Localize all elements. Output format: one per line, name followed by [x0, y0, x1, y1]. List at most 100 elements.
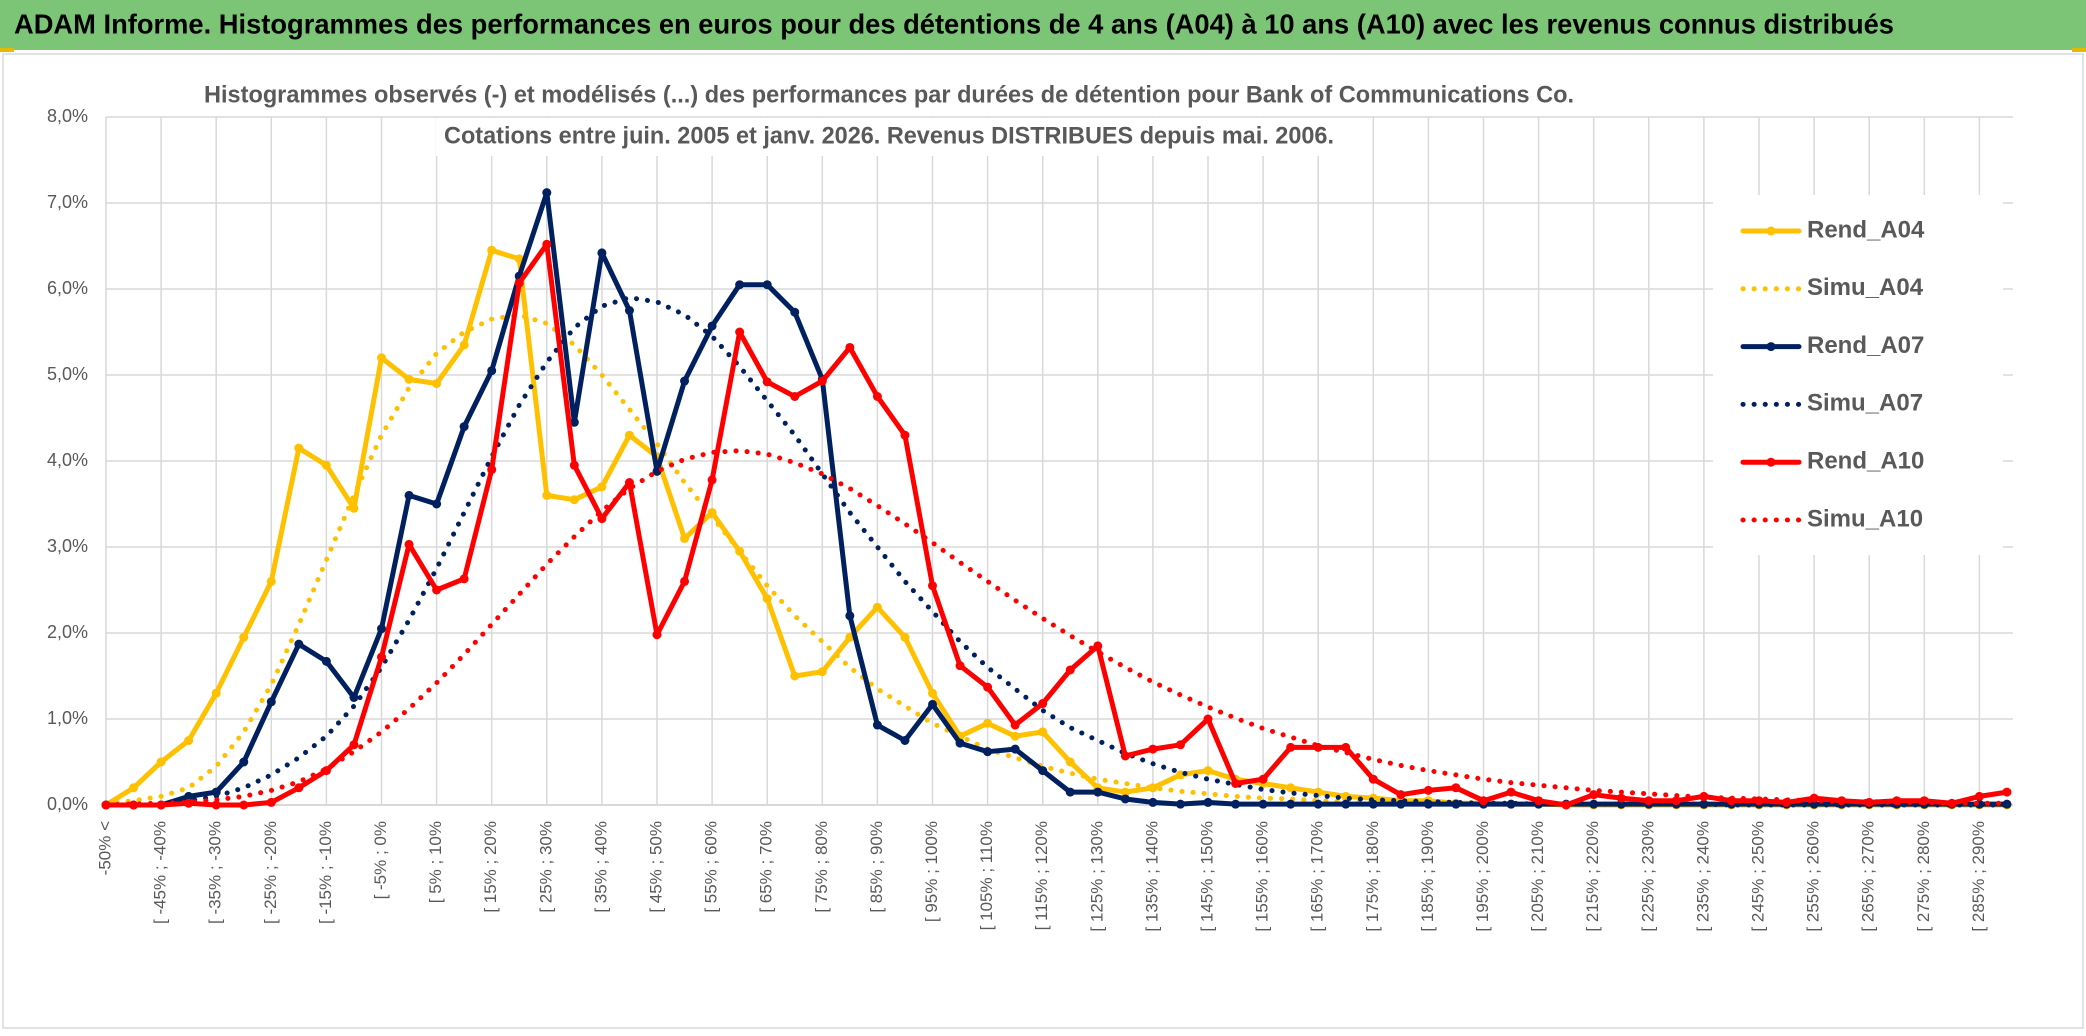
x-tick-label: [ 235% ; 240%: [1693, 821, 1712, 932]
point: [1396, 790, 1406, 800]
point: [1010, 720, 1020, 730]
x-tick-label: [ 165% ; 170%: [1308, 821, 1327, 932]
point: [1616, 793, 1626, 803]
point: [597, 482, 607, 492]
point: [735, 327, 745, 337]
point: [239, 757, 249, 767]
corner-accent: [0, 48, 14, 52]
observed-line: [103, 241, 2010, 808]
point: [432, 585, 442, 595]
point: [266, 797, 276, 807]
x-tick-label: [ 245% ; 250%: [1748, 821, 1767, 932]
x-tick-label: [ -35% ; -30%: [206, 821, 225, 924]
point: [321, 460, 331, 470]
point: [1038, 766, 1048, 776]
point: [872, 720, 882, 730]
x-tick-label: [ 185% ; 190%: [1418, 821, 1437, 932]
point: [707, 475, 717, 485]
point: [1120, 751, 1130, 761]
x-tick-label: [ 155% ; 160%: [1253, 821, 1272, 932]
point: [129, 800, 139, 810]
point: [377, 652, 386, 662]
point: [211, 787, 221, 797]
x-tick-label: [ 105% ; 110%: [977, 821, 996, 930]
point: [487, 366, 497, 376]
point: [955, 661, 965, 671]
point: [1203, 714, 1213, 724]
point: [349, 503, 359, 513]
x-tick-label: [ -45% ; -40%: [151, 821, 170, 924]
point: [404, 490, 414, 500]
x-tick-label: [ 255% ; 260%: [1804, 821, 1823, 932]
x-tick-label: [ 5% ; 10%: [426, 821, 445, 903]
x-tick-label: [ 25% ; 30%: [536, 821, 555, 913]
point: [900, 632, 910, 642]
corner-accent: [2072, 48, 2086, 52]
point: [1699, 791, 1709, 801]
point: [1286, 783, 1296, 793]
x-tick-label: [ -25% ; -20%: [261, 821, 280, 924]
point: [1368, 774, 1378, 784]
point: [1286, 799, 1296, 809]
point: [1451, 783, 1461, 793]
legend-backdrop: [1713, 195, 2003, 555]
point: [294, 443, 304, 453]
point: [1341, 799, 1351, 809]
point: [377, 353, 386, 363]
point: [542, 188, 552, 198]
point: [1423, 785, 1433, 795]
x-tick-label: [ -5% ; 0%: [371, 821, 390, 899]
x-tick-label: [ 35% ; 40%: [591, 821, 610, 913]
title-backdrop: [198, 78, 1584, 116]
x-tick-label: [ -15% ; -10%: [316, 821, 335, 924]
model-line: [103, 448, 2010, 808]
x-tick-label: [ 195% ; 200%: [1473, 821, 1492, 932]
x-tick-label: [ 115% ; 120%: [1032, 821, 1051, 930]
point: [1561, 800, 1571, 810]
y-tick-label: 7,0%: [47, 192, 88, 212]
point: [184, 736, 194, 745]
point: [184, 791, 194, 801]
point: [624, 430, 634, 440]
point: [872, 602, 882, 612]
point: [239, 632, 249, 642]
point: [1093, 787, 1103, 797]
banner: [0, 0, 2086, 50]
point: [1148, 797, 1158, 807]
x-tick-label: [ 55% ; 60%: [702, 821, 721, 913]
point: [321, 656, 331, 666]
point: [707, 321, 717, 331]
y-tick-label: 5,0%: [47, 364, 88, 384]
plot: [101, 188, 2012, 810]
point: [983, 747, 993, 757]
point: [624, 306, 634, 315]
legend: Rend_A04 Simu_A04 Rend_A07 Simu_A07 Rend_A10…: [1713, 195, 2003, 555]
point: [1341, 742, 1351, 752]
point: [1644, 796, 1654, 806]
point: [955, 738, 965, 748]
point: [377, 624, 386, 634]
point: [1203, 797, 1213, 807]
point: [1286, 742, 1296, 752]
point: [845, 611, 855, 621]
point: [239, 800, 249, 810]
point: [1231, 779, 1241, 788]
point: [569, 495, 579, 505]
x-tick-label: [ 285% ; 290%: [1969, 821, 1988, 932]
y-tick-label: 6,0%: [47, 278, 88, 298]
banner-title: ADAM Informe. Histogrammes des performan…: [14, 8, 1894, 39]
x-tick-label: [ 205% ; 210%: [1528, 821, 1547, 932]
point: [900, 430, 910, 440]
model-line: [103, 295, 2010, 808]
point: [762, 377, 772, 387]
point: [432, 379, 442, 389]
x-tick-label: [ 135% ; 140%: [1142, 821, 1161, 932]
point: [404, 539, 414, 549]
point: [156, 757, 166, 767]
y-tick-label: 0,0%: [47, 794, 88, 814]
point: [349, 740, 359, 750]
point: [459, 340, 469, 350]
point: [928, 688, 937, 698]
